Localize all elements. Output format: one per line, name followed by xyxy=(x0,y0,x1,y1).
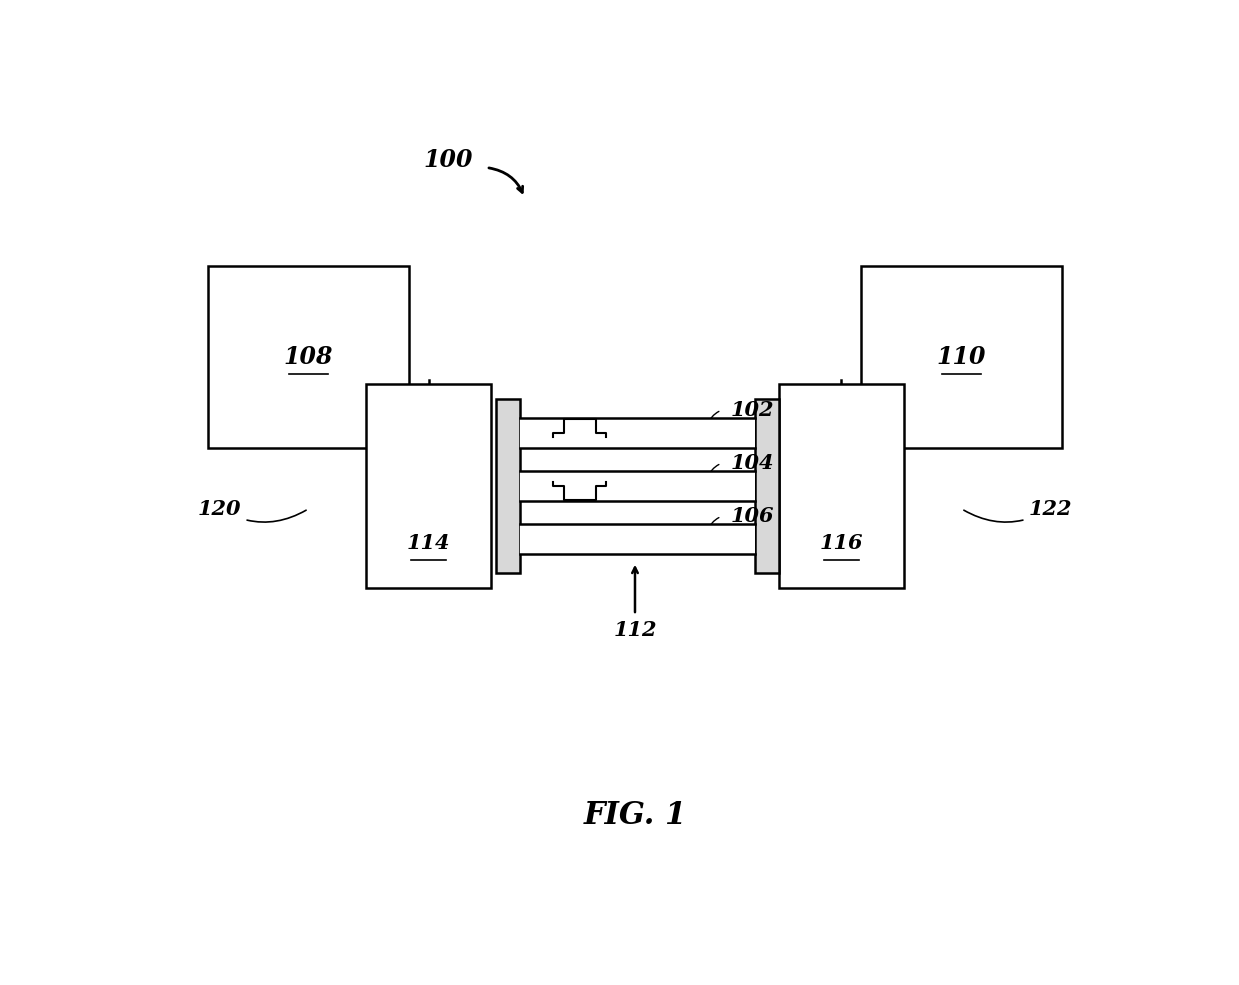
Text: 100: 100 xyxy=(422,148,472,172)
Text: 122: 122 xyxy=(964,498,1072,522)
Bar xyxy=(367,383,491,588)
Bar xyxy=(496,399,520,573)
Text: 112: 112 xyxy=(613,621,657,640)
Bar xyxy=(520,418,755,448)
Text: FIG. 1: FIG. 1 xyxy=(584,801,686,831)
Bar xyxy=(520,524,755,555)
Text: 102: 102 xyxy=(731,400,774,421)
Text: 120: 120 xyxy=(198,498,306,522)
Text: 110: 110 xyxy=(937,345,986,369)
Text: 104: 104 xyxy=(731,453,774,474)
Bar xyxy=(861,266,1062,448)
Bar xyxy=(520,471,755,501)
Text: 108: 108 xyxy=(284,345,333,369)
Bar xyxy=(755,399,779,573)
Bar xyxy=(208,266,409,448)
Text: 116: 116 xyxy=(820,533,864,553)
Text: 106: 106 xyxy=(731,506,774,526)
Bar xyxy=(779,383,904,588)
Text: 114: 114 xyxy=(406,533,450,553)
